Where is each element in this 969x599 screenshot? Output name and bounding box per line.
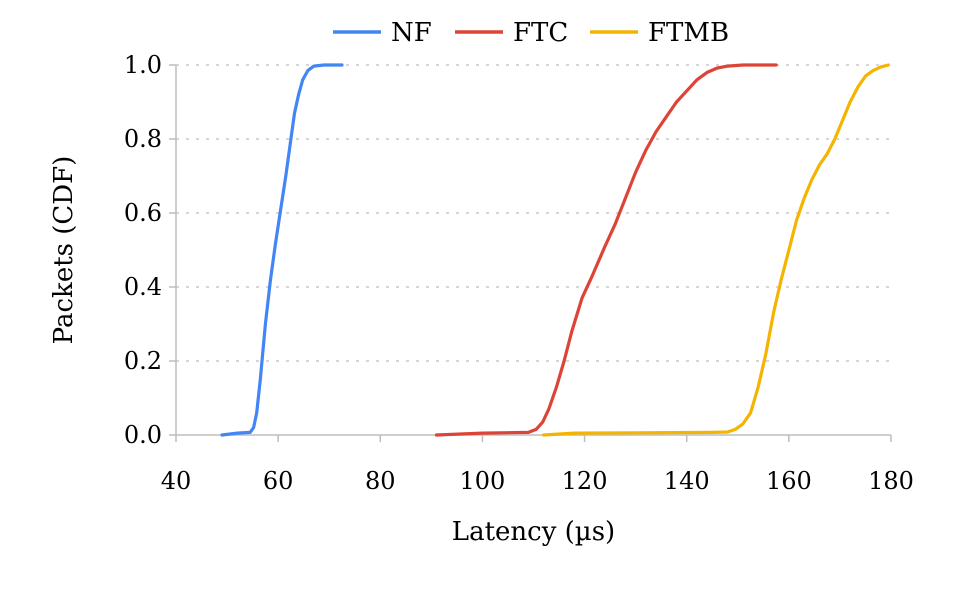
x-tick-label: 100 (460, 467, 506, 495)
y-tick-label: 0.4 (124, 273, 162, 301)
y-tick-label: 0.8 (124, 125, 162, 153)
legend-label-ftc: FTC (513, 18, 568, 48)
axes (175, 65, 891, 436)
legend-label-ftmb: FTMB (648, 18, 729, 48)
series-line-ftmb (542, 63, 890, 437)
y-tick-label: 0.0 (124, 421, 162, 449)
x-tick-label: 120 (562, 467, 608, 495)
gridlines (176, 64, 891, 362)
y-tick-labels: 0.0 0.2 0.4 0.6 0.8 1.0 (124, 51, 176, 449)
series-line-nf (220, 63, 344, 437)
x-tick-label: 80 (365, 467, 396, 495)
series-line-ftc (434, 63, 778, 437)
x-tick-label: 40 (161, 467, 192, 495)
legend: NF FTC FTMB (333, 18, 729, 48)
y-axis-title: Packets (CDF) (49, 156, 79, 345)
x-tick-labels: 40 60 80 100 120 140 160 180 (161, 435, 914, 495)
legend-label-nf: NF (391, 18, 432, 48)
x-tick-label: 180 (868, 467, 914, 495)
series-lines (220, 63, 890, 437)
x-tick-label: 60 (263, 467, 294, 495)
x-tick-label: 160 (766, 467, 812, 495)
y-tick-label: 0.6 (124, 199, 162, 227)
x-axis-title: Latency (µs) (452, 517, 615, 547)
x-tick-label: 140 (664, 467, 710, 495)
y-tick-label: 1.0 (124, 51, 162, 79)
y-tick-label: 0.2 (124, 347, 162, 375)
